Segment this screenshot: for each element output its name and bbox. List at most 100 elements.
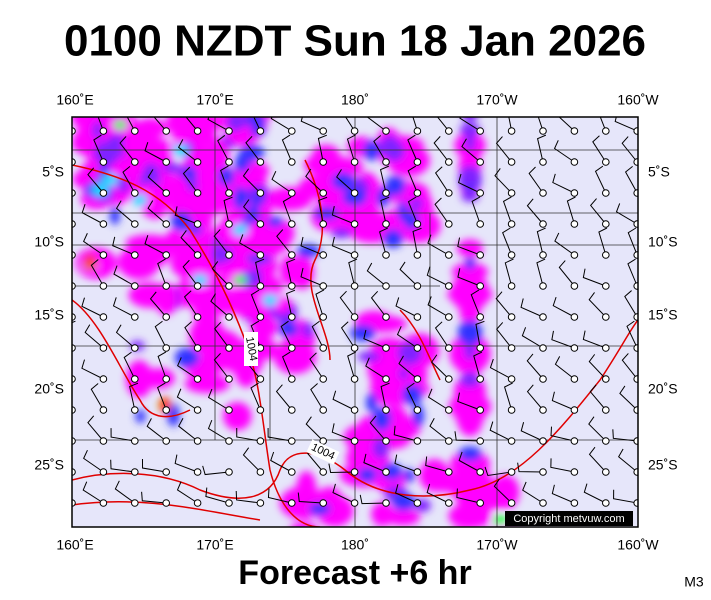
station xyxy=(413,344,422,352)
station xyxy=(539,282,547,290)
station xyxy=(445,127,453,135)
rain-cell xyxy=(385,508,421,526)
station xyxy=(319,220,328,228)
wind-barb xyxy=(589,384,607,411)
wind-barb xyxy=(552,296,575,318)
latitude-label: 15˚S xyxy=(648,307,678,323)
station xyxy=(288,220,296,228)
station xyxy=(225,468,233,476)
wind-barb xyxy=(122,166,136,194)
rain-cell xyxy=(184,374,231,394)
station xyxy=(225,251,233,259)
wind-barb xyxy=(153,117,167,132)
station xyxy=(633,375,638,383)
rain-cell xyxy=(342,188,367,207)
longitude-label: 160˚W xyxy=(617,92,659,108)
wind-barb xyxy=(81,204,104,225)
wind-barb xyxy=(495,136,512,163)
station xyxy=(256,158,265,166)
wind-barb xyxy=(407,196,418,225)
station xyxy=(193,313,202,321)
station xyxy=(225,375,233,383)
wind-barb xyxy=(310,383,324,411)
station xyxy=(319,499,328,507)
station xyxy=(99,127,108,135)
station xyxy=(445,437,453,445)
wind-barb xyxy=(369,415,387,442)
wind-barb xyxy=(412,117,418,132)
wind-barb xyxy=(84,324,104,349)
rain-cell xyxy=(419,459,450,492)
rain-cell xyxy=(448,67,491,84)
latitude-label: 10˚S xyxy=(648,234,678,250)
station xyxy=(539,499,547,507)
wind-barb xyxy=(558,117,575,132)
wind-barb xyxy=(614,117,638,132)
station xyxy=(602,406,610,414)
station xyxy=(99,220,108,228)
wind-barb xyxy=(552,173,575,194)
wind-barb xyxy=(97,117,104,132)
wind-barb xyxy=(489,421,512,442)
station xyxy=(413,468,422,476)
station xyxy=(225,499,233,507)
wind-barb xyxy=(332,483,355,504)
rain-cell xyxy=(239,71,265,110)
wind-barb xyxy=(129,382,139,411)
station xyxy=(476,313,485,321)
wind-barb xyxy=(83,449,104,473)
station xyxy=(382,158,390,166)
station xyxy=(99,468,108,476)
station xyxy=(413,127,422,135)
station xyxy=(288,344,296,352)
station xyxy=(633,189,638,197)
station xyxy=(570,437,579,445)
station xyxy=(602,220,610,228)
rain-cell xyxy=(296,244,321,258)
rain-cell xyxy=(232,224,248,236)
station xyxy=(633,282,638,290)
rain-cell xyxy=(464,256,476,270)
station xyxy=(445,313,453,321)
rain-cell xyxy=(302,321,314,339)
wind-barb xyxy=(182,166,199,194)
station xyxy=(633,344,638,352)
wind-barb xyxy=(582,268,606,287)
wind-barb xyxy=(412,227,422,256)
station xyxy=(602,127,610,135)
station xyxy=(162,251,170,259)
rain-cell xyxy=(331,172,355,190)
wind-barb xyxy=(345,117,356,132)
wind-barb xyxy=(177,357,198,380)
longitude-label: 160˚E xyxy=(56,537,93,553)
wind-barb xyxy=(627,258,638,287)
wind-barb xyxy=(270,451,293,473)
rain-cell xyxy=(382,229,404,248)
wind-barb xyxy=(214,321,230,349)
rain-cell xyxy=(380,135,400,158)
wind-barb xyxy=(300,267,324,287)
wind-barb xyxy=(82,481,104,504)
station xyxy=(570,313,579,321)
rain-cell xyxy=(117,245,161,280)
station xyxy=(131,127,139,135)
wind-barb xyxy=(484,466,512,477)
wind-barb xyxy=(81,359,104,380)
station xyxy=(162,406,170,414)
station xyxy=(225,127,233,135)
rain-cell xyxy=(109,206,120,225)
station xyxy=(539,127,547,135)
station xyxy=(382,282,390,290)
station xyxy=(445,220,453,228)
station xyxy=(288,406,296,414)
station xyxy=(413,437,422,445)
station xyxy=(131,437,139,445)
station xyxy=(162,220,170,228)
rain-cell xyxy=(105,147,118,166)
station xyxy=(162,344,170,352)
latitude-label: 15˚S xyxy=(34,307,64,323)
wind-barb xyxy=(407,165,418,194)
station xyxy=(72,375,76,383)
wind-barb xyxy=(536,134,547,163)
